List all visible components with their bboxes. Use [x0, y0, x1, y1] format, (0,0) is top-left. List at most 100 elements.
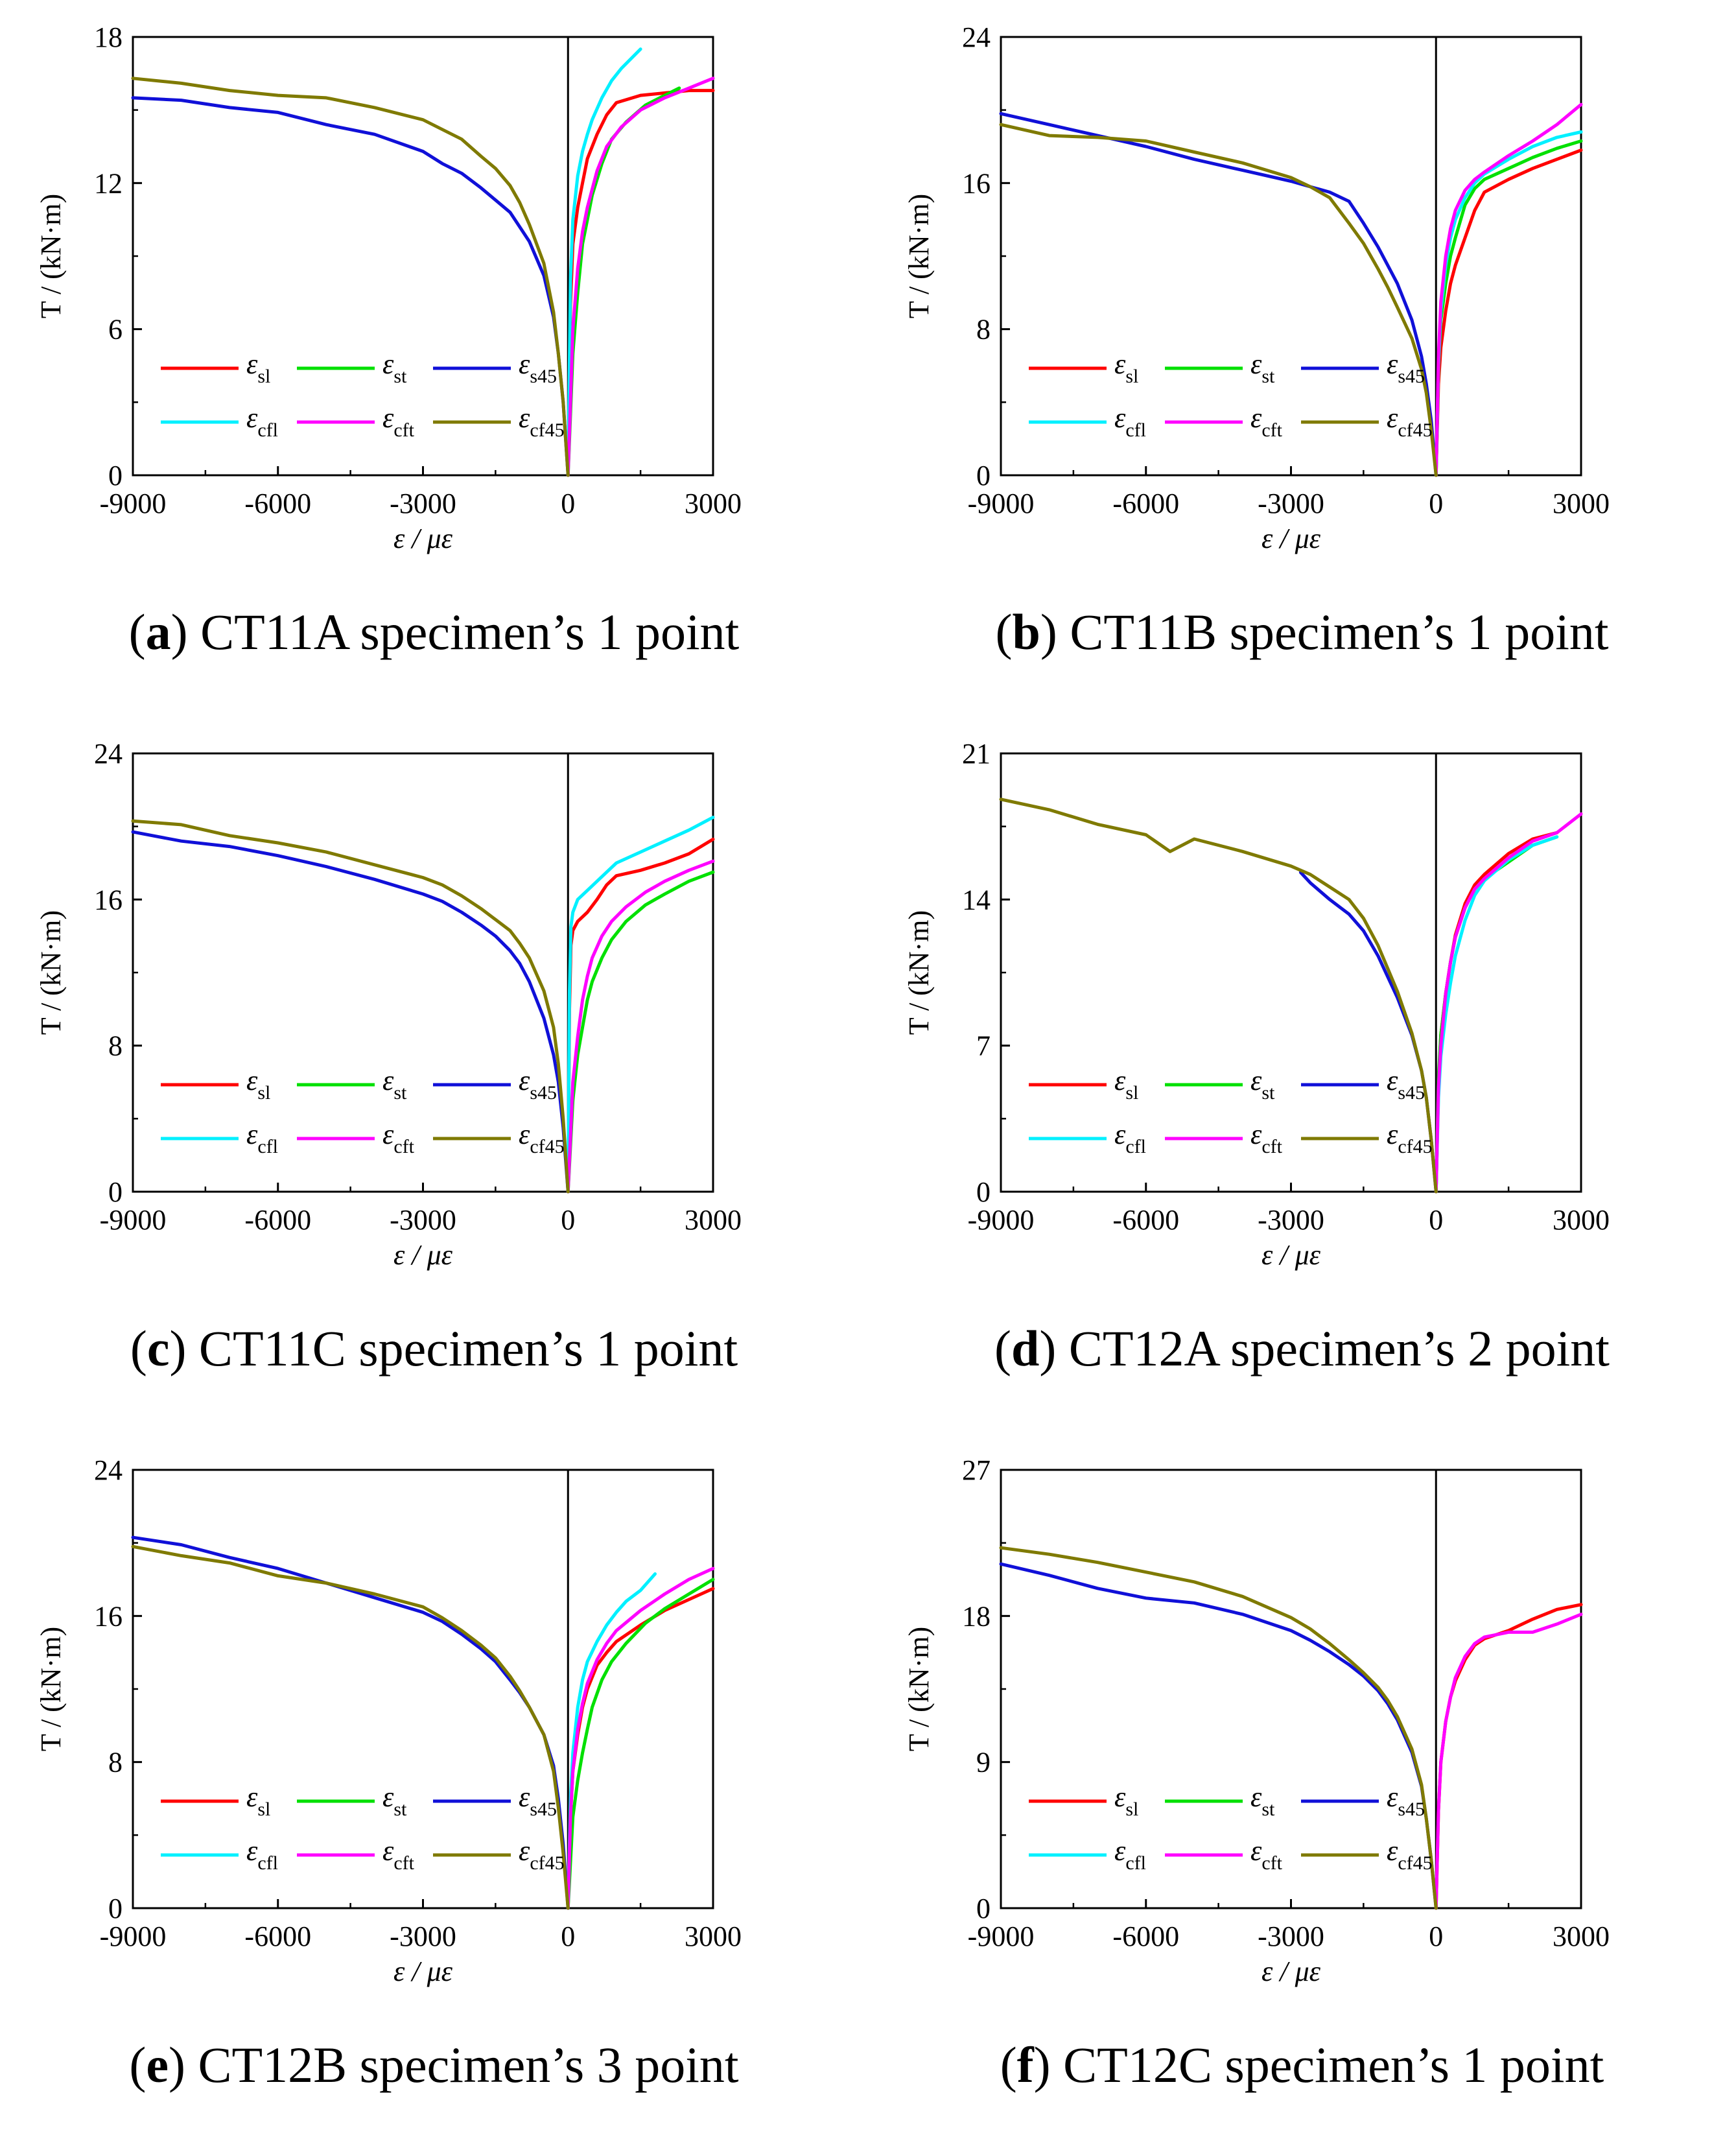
x-axis-label: ε / με [1261, 1239, 1321, 1271]
legend-subscript: cfl [257, 1136, 278, 1157]
legend-label: εsl [246, 1781, 270, 1820]
series-line-sl [566, 89, 715, 477]
legend-label: εcft [1250, 1118, 1283, 1157]
caption-letter: b [1012, 604, 1040, 660]
legend-subscript: st [1261, 1082, 1275, 1104]
x-tick-label: -9000 [968, 1204, 1035, 1236]
plot-frame [1000, 36, 1582, 477]
series-line-s45 [131, 1535, 570, 1910]
legend-label: εcfl [246, 402, 278, 441]
legend-item-cf45: εcf45 [433, 1835, 565, 1874]
legend-item-st: εst [297, 348, 407, 387]
legend-subscript: cft [393, 1852, 414, 1874]
legend-label: εst [1250, 1065, 1275, 1104]
legend-item-s45: εs45 [433, 348, 557, 387]
legend-label: εsl [1114, 1065, 1138, 1104]
legend-subscript: cf45 [1398, 1852, 1432, 1874]
x-tick-label: 0 [1429, 488, 1443, 519]
legend-item-sl: εsl [1029, 1065, 1138, 1104]
x-tick-label: -6000 [244, 1204, 311, 1236]
series-line-cft [1434, 102, 1583, 477]
caption-text: CT11C specimen’s 1 point [198, 1320, 738, 1376]
legend-label: εcft [1250, 1835, 1283, 1874]
y-tick-label: 24 [962, 21, 991, 53]
series-line-st [1434, 835, 1559, 1194]
series-line-cf45 [999, 123, 1438, 477]
legend-label: εs45 [519, 348, 557, 387]
y-tick-label: 16 [962, 167, 991, 199]
legend-label: εcf45 [519, 1835, 565, 1874]
legend-subscript: cft [1261, 1136, 1282, 1157]
plot-frame [1000, 1469, 1582, 1909]
series-line-cfl [1434, 835, 1559, 1194]
series-line-cft [1434, 812, 1583, 1194]
series-line-sl [1434, 831, 1559, 1194]
legend-item-cfl: εcfl [161, 1835, 278, 1874]
series-line-cft [566, 1566, 715, 1910]
x-tick-label: -6000 [1112, 1204, 1179, 1236]
caption-letter: d [1011, 1320, 1040, 1376]
legend-item-st: εst [1165, 1065, 1275, 1104]
legend-subscript: cfl [1125, 419, 1146, 441]
caption-e: (e) CT12B specimen’s 3 point [129, 2037, 739, 2093]
legend-subscript: sl [1125, 1799, 1138, 1820]
legend-subscript: st [393, 366, 407, 387]
x-axis-label: ε / με [393, 523, 453, 554]
x-tick-label: 3000 [1553, 488, 1610, 519]
x-tick-label: -9000 [968, 1920, 1035, 1952]
caption-letter: a [145, 604, 171, 660]
x-tick-label: 3000 [1553, 1204, 1610, 1236]
series-line-s45 [999, 112, 1438, 477]
legend-label: εcf45 [1387, 1118, 1433, 1157]
legend-label: εcfl [246, 1118, 278, 1157]
caption-letter: e [146, 2037, 169, 2093]
series-line-s45 [131, 830, 570, 1194]
caption-letter: f [1016, 2037, 1034, 2093]
legend-item-cft: εcft [297, 1835, 415, 1874]
legend-subscript: cf45 [530, 419, 564, 441]
legend-item-cfl: εcfl [1029, 1118, 1146, 1157]
series-line-sl [1434, 148, 1583, 477]
x-tick-label: -3000 [390, 1204, 456, 1236]
series-line-cfl [566, 816, 715, 1194]
y-tick-label: 18 [962, 1600, 991, 1632]
legend-item-s45: εs45 [433, 1065, 557, 1104]
x-tick-label: -3000 [1258, 488, 1324, 519]
x-tick-label: -9000 [100, 1204, 167, 1236]
caption-c: (c) CT11C specimen’s 1 point [130, 1320, 738, 1376]
y-tick-label: 0 [976, 1176, 991, 1208]
y-tick-label: 0 [976, 1893, 991, 1924]
legend-subscript: cf45 [530, 1852, 564, 1874]
legend-subscript: cfl [1125, 1852, 1146, 1874]
x-tick-label: 3000 [1553, 1920, 1610, 1952]
plot-frame [1000, 752, 1582, 1193]
y-axis-label: T / (kN·m) [35, 194, 67, 318]
legend-subscript: sl [1125, 1082, 1138, 1104]
panel-f: -9000 -6000 -3000 0 3000 0 9 18 27 ε / με T / (kN·… [868, 1433, 1736, 2149]
series-line-cf45 [131, 1544, 570, 1910]
series-line-cf45 [999, 797, 1438, 1194]
legend-subscript: cft [1261, 1852, 1282, 1874]
legend-subscript: st [393, 1799, 407, 1820]
y-axis-label: T / (kN·m) [35, 1627, 67, 1751]
legend-label: εcfl [1114, 1835, 1146, 1874]
legend-item-s45: εs45 [433, 1781, 557, 1820]
series-line-s45 [131, 96, 570, 477]
legend-label: εs45 [519, 1781, 557, 1820]
legend-subscript: cf45 [530, 1136, 564, 1157]
caption-text: CT11A specimen’s 1 point [200, 604, 740, 660]
series-line-st [566, 1577, 715, 1910]
y-tick-label: 8 [108, 1030, 123, 1062]
legend-item-sl: εsl [161, 1781, 270, 1820]
series-line-cft [566, 77, 715, 477]
legend-subscript: sl [257, 1799, 270, 1820]
x-tick-label: 0 [1429, 1204, 1443, 1236]
x-tick-label: -3000 [390, 1920, 456, 1952]
y-tick-label: 8 [976, 314, 991, 346]
legend-subscript: cf45 [1398, 419, 1432, 441]
x-axis-label: ε / με [1261, 1955, 1321, 1987]
y-tick-label: 0 [108, 1893, 123, 1924]
legend-item-cft: εcft [1165, 1835, 1283, 1874]
x-tick-label: -3000 [1258, 1920, 1324, 1952]
x-axis-label: ε / με [1261, 523, 1321, 554]
